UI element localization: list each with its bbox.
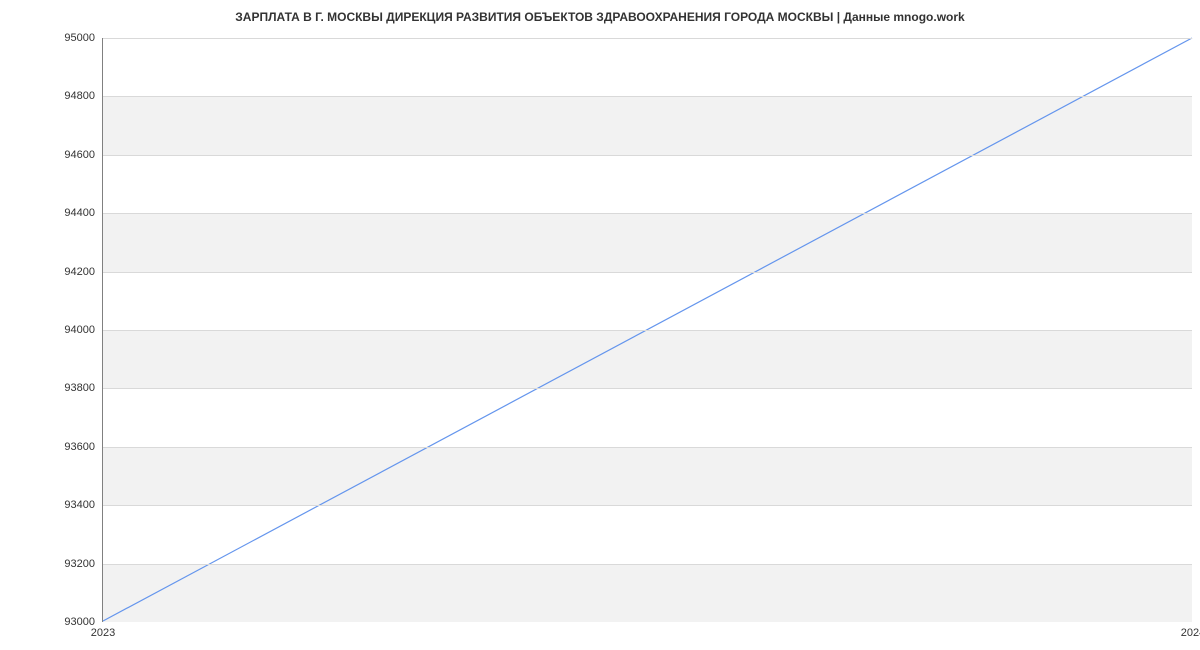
y-tick-label: 94600 (64, 149, 103, 161)
y-gridline (103, 38, 1192, 39)
y-gridline (103, 505, 1192, 506)
y-tick-label: 94000 (64, 324, 103, 336)
y-gridline (103, 155, 1192, 156)
x-tick-label: 2024 (1181, 621, 1200, 639)
y-tick-label: 93800 (64, 382, 103, 394)
y-tick-label: 93400 (64, 499, 103, 511)
plot-area: 9300093200934009360093800940009420094400… (102, 38, 1192, 622)
y-gridline (103, 564, 1192, 565)
chart-title: ЗАРПЛАТА В Г. МОСКВЫ ДИРЕКЦИЯ РАЗВИТИЯ О… (0, 10, 1200, 24)
x-tick-label: 2023 (91, 621, 115, 639)
y-gridline (103, 213, 1192, 214)
y-tick-label: 95000 (64, 32, 103, 44)
y-gridline (103, 272, 1192, 273)
y-tick-label: 94800 (64, 90, 103, 102)
y-tick-label: 93600 (64, 441, 103, 453)
y-gridline (103, 96, 1192, 97)
y-tick-label: 94400 (64, 207, 103, 219)
y-gridline (103, 447, 1192, 448)
y-tick-label: 94200 (64, 266, 103, 278)
y-tick-label: 93200 (64, 558, 103, 570)
y-gridline (103, 330, 1192, 331)
y-gridline (103, 388, 1192, 389)
